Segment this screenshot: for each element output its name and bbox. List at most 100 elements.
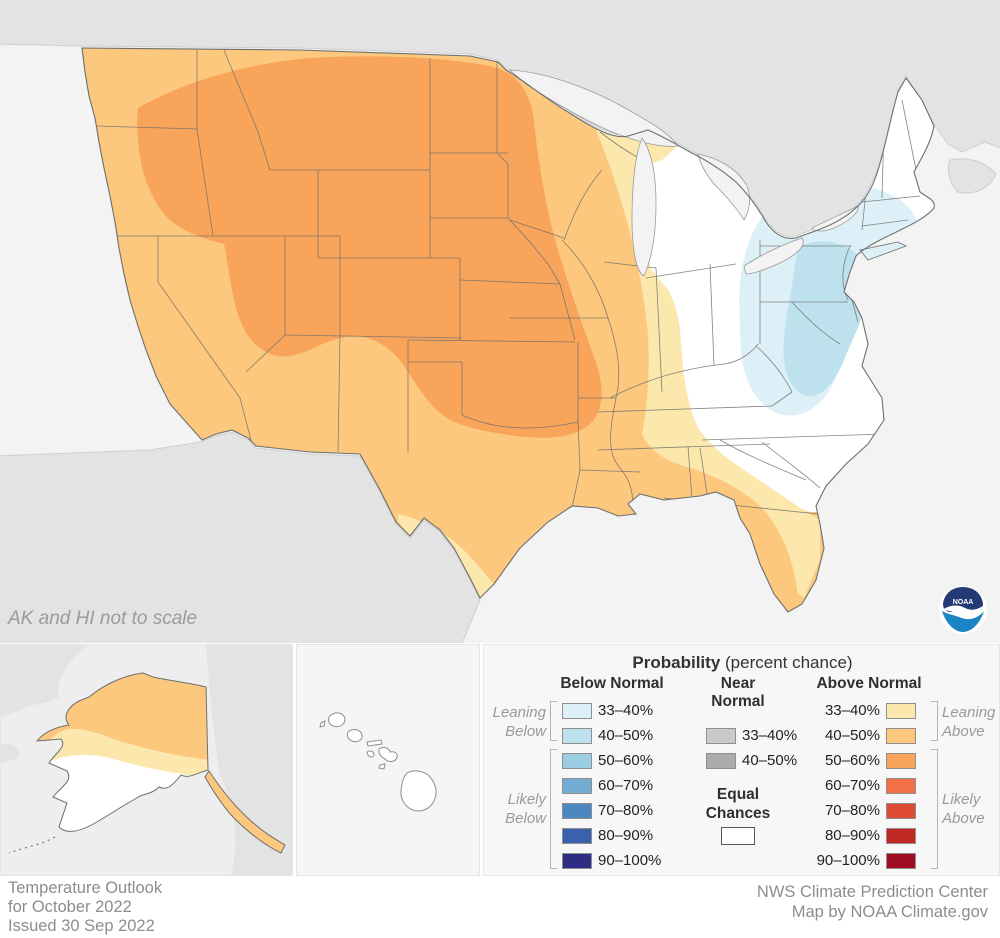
legend-rows-below: 33–40% 40–50% 50–60% 60–70% 70–80% 80–90% 90–1…: [562, 698, 667, 873]
legend-header-near-line2: Normal: [711, 693, 765, 710]
lake-ontario: [811, 205, 859, 232]
legend-range-label: 33–40%: [742, 727, 798, 744]
russia-land: [1, 645, 89, 717]
legend-swatch: [562, 827, 592, 844]
scale-note: AK and HI not to scale: [8, 608, 198, 629]
island-hawaii: [400, 770, 437, 812]
legend-header-above: Above Normal: [816, 675, 922, 692]
legend-range-label: 50–60%: [824, 752, 880, 769]
legend-range-label: 80–90%: [598, 827, 654, 844]
legend-row: 33–40%: [706, 723, 803, 748]
legend-row: 80–90%: [802, 823, 916, 848]
legend-swatch: [562, 852, 592, 869]
legend-swatch: [886, 752, 916, 769]
island-oahu: [346, 729, 363, 743]
legend-title-bold: Probability: [632, 653, 721, 672]
legend-swatch: [886, 827, 916, 844]
footer-title-line1: Temperature Outlook: [8, 879, 163, 897]
legend-rows-near: 33–40% 40–50%: [706, 723, 803, 773]
legend-swatch: [706, 752, 736, 769]
conus-map: AK and HI not to scale NOAA: [0, 0, 1000, 649]
footer-title-line2: for October 2022: [8, 898, 132, 916]
legend-swatch: [562, 802, 592, 819]
us-outline: [81, 47, 935, 613]
legend-row: 40–50%: [706, 748, 803, 773]
legend-row: 90–100%: [802, 848, 916, 873]
legend-swatch: [886, 852, 916, 869]
label-likely-below: Likely Below: [505, 791, 546, 827]
great-lakes: [508, 69, 859, 277]
legend-row: 70–80%: [802, 798, 916, 823]
legend-equal-chances-label: Equal Chances: [678, 785, 798, 823]
island-molokai: [366, 739, 383, 747]
legend-swatch: [886, 777, 916, 794]
label-leaning-above: Leaning Above: [942, 704, 996, 740]
legend-swatch: [562, 727, 592, 744]
legend-range-label: 60–70%: [824, 777, 880, 794]
legend-range-label: 40–50%: [598, 727, 654, 744]
legend-title-rest: (percent chance): [720, 653, 853, 672]
alaska-inset-svg: [1, 645, 292, 875]
bracket-leaning-above: [931, 701, 938, 741]
legend-swatch: [562, 752, 592, 769]
bracket-leaning-below: [550, 701, 557, 741]
legend-row: 70–80%: [562, 798, 667, 823]
footer-credit-line2: Map by NOAA Climate.gov: [791, 903, 988, 921]
legend-header-near: Near Normal: [678, 675, 798, 711]
label-likely-above: Likely Above: [942, 791, 985, 827]
region-below-40-50-blob: [783, 241, 868, 396]
mexico-land: [0, 431, 481, 649]
alaska-above-33-40: [37, 728, 208, 780]
legend-row: 60–70%: [562, 773, 667, 798]
footer-credit-line1: NWS Climate Prediction Center: [756, 883, 988, 901]
alaska-above-40-50: [37, 673, 208, 764]
legend-row: 60–70%: [802, 773, 916, 798]
legend-range-label: 33–40%: [824, 702, 880, 719]
island-kauai: [328, 712, 346, 728]
legend-row: 40–50%: [562, 723, 667, 748]
legend-swatch: [886, 702, 916, 719]
alaska-inset-panel: [0, 644, 293, 876]
legend-header-below: Below Normal: [560, 675, 664, 692]
noaa-logo: NOAA: [939, 586, 987, 634]
island-kahoolawe: [378, 763, 386, 770]
legend-row: 50–60%: [802, 748, 916, 773]
legend-swatch: [886, 802, 916, 819]
legend-swatch: [562, 777, 592, 794]
legend-range-label: 40–50%: [742, 752, 798, 769]
legend-swatch: [562, 702, 592, 719]
lake-michigan: [631, 137, 657, 277]
region-above-50-60-blob: [137, 56, 602, 438]
hawaii-inset-svg: [319, 712, 437, 812]
legend-header-near-line1: Near: [720, 675, 756, 692]
long-island: [859, 241, 908, 261]
alaska-panhandle: [204, 770, 286, 854]
nova-scotia-land: [947, 158, 997, 194]
legend-row: 33–40%: [802, 698, 916, 723]
island-maui: [378, 747, 398, 762]
legend-row: 40–50%: [802, 723, 916, 748]
footer-title-block: Temperature Outlook for October 2022 Iss…: [8, 879, 162, 936]
noaa-logo-text: NOAA: [953, 599, 974, 606]
legend-row: 33–40%: [562, 698, 667, 723]
legend-range-label: 90–100%: [598, 852, 662, 869]
lake-huron: [697, 153, 750, 221]
legend-swatch: [706, 727, 736, 744]
noaa-logo-bird: [942, 605, 984, 617]
legend-range-label: 70–80%: [824, 802, 880, 819]
legend-row: 50–60%: [562, 748, 667, 773]
legend-row: 80–90%: [562, 823, 667, 848]
lake-superior: [508, 69, 679, 147]
legend-range-label: 60–70%: [598, 777, 654, 794]
island-lanai: [366, 750, 375, 758]
alaska-outline: [35, 672, 209, 832]
hawaii-inset-panel: [296, 644, 480, 876]
russia-land-2: [1, 743, 20, 763]
legend-row: 90–100%: [562, 848, 667, 873]
label-leaning-below: Leaning Below: [492, 704, 546, 740]
equal-chances-line1: Equal: [716, 786, 760, 803]
island-niihau: [319, 720, 326, 728]
footer-title-line3: Issued 30 Sep 2022: [8, 917, 155, 935]
equal-chances-line2: Chances: [705, 805, 771, 822]
bracket-likely-below: [550, 749, 557, 869]
